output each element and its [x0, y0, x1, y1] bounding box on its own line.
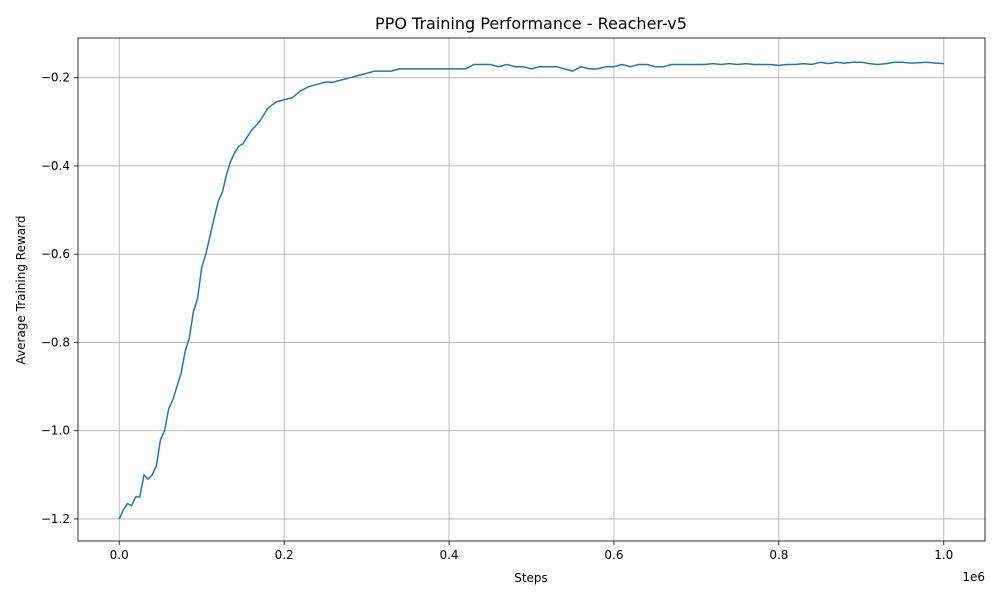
series-line — [118, 61, 944, 520]
y-axis-label: Average Training Reward — [14, 216, 28, 365]
y-tick-label: −0.4 — [41, 159, 70, 173]
x-tick-label: 0.2 — [275, 548, 294, 562]
x-tick-label: 0.0 — [110, 548, 129, 562]
grid-lines — [78, 38, 985, 541]
y-tick-label: −0.8 — [41, 335, 70, 349]
y-tick-label: −0.2 — [41, 71, 70, 85]
x-axis-offset-label: 1e6 — [962, 570, 985, 584]
x-axis-label: Steps — [514, 571, 548, 585]
tick-layer: 0.0 0.2 0.4 0.6 0.8 1.0 −1.2 −1.0 −0.8 −0.6 −0.4 −0… — [41, 71, 953, 562]
x-tick-label: 1.0 — [934, 548, 953, 562]
x-tick-label: 0.6 — [604, 548, 623, 562]
chart-title: PPO Training Performance - Reacher-v5 — [375, 14, 687, 33]
plot-frame — [77, 37, 986, 542]
y-tick-label: −1.2 — [41, 512, 70, 526]
x-tick-label: 0.4 — [439, 548, 458, 562]
x-tick-label: 0.8 — [769, 548, 788, 562]
y-tick-label: −0.6 — [41, 247, 70, 261]
y-tick-label: −1.0 — [41, 424, 70, 438]
series-layer — [118, 61, 944, 520]
